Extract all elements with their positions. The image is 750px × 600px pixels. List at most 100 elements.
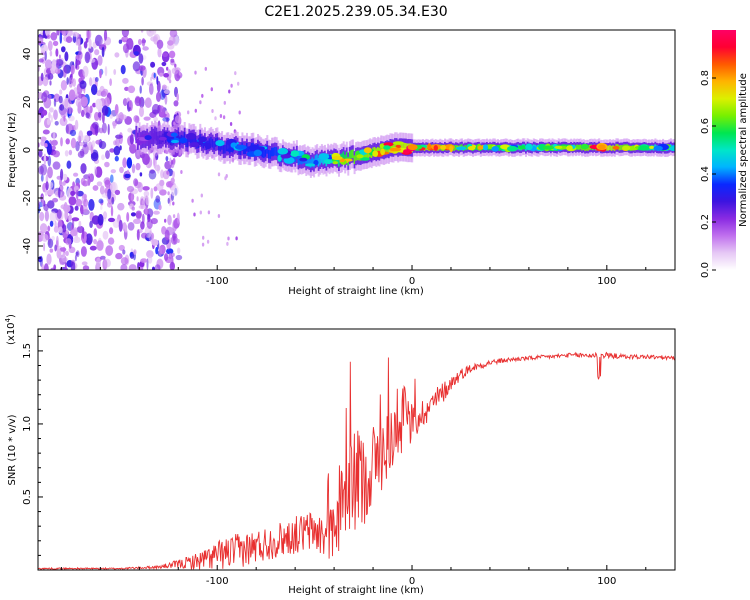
noise-speckle [142, 153, 150, 166]
ridge-blob [170, 132, 178, 137]
noise-speckle [80, 204, 84, 215]
snr-multiplier: (x104) [4, 314, 17, 345]
noise-speckle [53, 109, 58, 121]
ridge-core [401, 142, 404, 152]
noise-speckle [158, 246, 162, 257]
ridge-blob [491, 146, 499, 152]
noise-speckle [217, 172, 221, 177]
noise-speckle [225, 174, 228, 178]
ridge-blob [433, 145, 438, 151]
ridge-core [222, 145, 225, 154]
noise-speckle [170, 58, 175, 63]
noise-speckle [93, 238, 98, 245]
noise-speckle [75, 141, 80, 152]
noise-speckle [77, 38, 81, 47]
ridge-core [345, 151, 348, 161]
noise-speckle [172, 214, 176, 219]
noise-speckle [39, 255, 43, 267]
noise-speckle [50, 32, 58, 41]
noise-speckle [85, 233, 93, 245]
noise-speckle [226, 241, 229, 246]
ridge-blob [215, 140, 225, 147]
noise-speckle [167, 197, 170, 204]
noise-speckle [113, 145, 121, 156]
colorbar-label: Normalized spectral amplitude [738, 73, 749, 227]
noise-speckle [156, 39, 164, 49]
ridge-core [266, 145, 269, 154]
noise-speckle [47, 200, 55, 209]
noise-speckle [201, 93, 204, 98]
noise-speckle [44, 50, 47, 61]
noise-speckle [124, 86, 129, 91]
ridge-blob [554, 145, 563, 149]
noise-speckle [59, 104, 65, 111]
noise-speckle [105, 245, 114, 256]
noise-speckle [49, 80, 52, 86]
y-tick-label: 20 [22, 96, 33, 109]
ridge-core [232, 143, 234, 153]
ridge-core [384, 145, 387, 154]
noise-speckle [122, 98, 128, 107]
ridge-core [154, 130, 157, 140]
noise-speckle [219, 114, 223, 118]
noise-speckle [62, 173, 68, 181]
noise-speckle [156, 91, 161, 102]
y-tick-label: 1.5 [22, 343, 33, 359]
noise-speckle [61, 224, 67, 233]
noise-speckle [85, 37, 89, 43]
noise-speckle [52, 150, 60, 158]
noise-speckle [40, 72, 44, 82]
ridge-core [308, 156, 311, 166]
noise-speckle [99, 185, 105, 195]
noise-speckle [142, 46, 149, 51]
noise-speckle [202, 235, 205, 240]
noise-speckle [65, 138, 70, 145]
noise-speckle [134, 179, 139, 187]
noise-speckle [235, 236, 238, 241]
ridge-core [403, 142, 406, 152]
noise-speckle [96, 181, 103, 187]
noise-speckle [119, 166, 124, 174]
noise-speckle [115, 252, 123, 260]
noise-speckle [222, 115, 226, 120]
noise-speckle [122, 157, 127, 168]
noise-speckle [109, 78, 112, 86]
colorbar-tick-label: 0.8 [700, 70, 711, 86]
noise-speckle [87, 30, 91, 40]
noise-speckle [149, 83, 154, 95]
ridge-core [219, 142, 222, 152]
ridge-blob [363, 147, 372, 154]
noise-speckle [110, 205, 114, 217]
noise-speckle [86, 130, 93, 136]
noise-speckle [141, 200, 145, 205]
noise-speckle [145, 207, 148, 215]
noise-speckle [169, 261, 175, 270]
ridge-core [620, 145, 623, 151]
ridge-blob [542, 145, 555, 150]
noise-speckle [94, 166, 97, 176]
noise-speckle [176, 93, 179, 102]
ridge-core [391, 143, 393, 153]
ridge-core [306, 155, 309, 165]
noise-speckle [60, 168, 64, 181]
noise-speckle [73, 172, 79, 177]
noise-speckle [103, 97, 111, 108]
noise-speckle [38, 58, 44, 63]
noise-speckle [89, 77, 93, 87]
noise-speckle [99, 140, 107, 150]
noise-speckle [69, 129, 77, 137]
noise-speckle [39, 223, 48, 234]
noise-speckle [118, 244, 125, 251]
ridge-core [350, 149, 353, 159]
noise-speckle [165, 156, 169, 162]
noise-speckle [146, 250, 154, 259]
noise-speckle [101, 46, 105, 58]
noise-speckle [44, 59, 53, 70]
ridge-core [267, 149, 270, 159]
noise-speckle [167, 191, 170, 196]
ridge-blob [455, 146, 467, 151]
noise-speckle [97, 214, 104, 226]
noise-speckle [77, 101, 82, 113]
ridge-core [194, 136, 197, 145]
